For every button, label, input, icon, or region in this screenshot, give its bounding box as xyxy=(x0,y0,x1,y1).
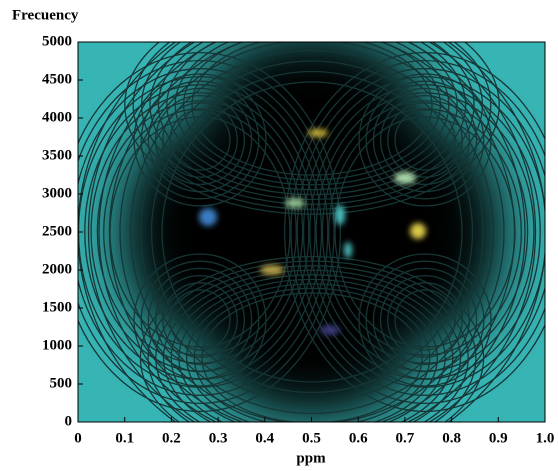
x-tick-label: 0.7 xyxy=(396,430,415,446)
x-tick-label: 0.5 xyxy=(302,430,321,446)
y-tick-label: 2500 xyxy=(42,223,72,239)
y-tick-label: 1000 xyxy=(42,337,72,353)
x-tick-label: 0 xyxy=(74,430,82,446)
x-tick-label: 0.3 xyxy=(209,430,228,446)
y-tick-label: 4000 xyxy=(42,109,72,125)
x-axis-label: ppm xyxy=(296,450,326,466)
y-tick-label: 2000 xyxy=(42,261,72,277)
x-tick-label: 1.0 xyxy=(536,430,555,446)
y-tick-label: 3000 xyxy=(42,185,72,201)
x-tick-label: 0.2 xyxy=(162,430,181,446)
chart: Frecuency ppm 0 0.1 0.2 0.3 0.4 0.5 0.6 0.7 0.8 0… xyxy=(0,0,558,471)
y-tick-label: 5000 xyxy=(42,33,72,49)
y-tick-label: 1500 xyxy=(42,299,72,315)
y-tick-label: 4500 xyxy=(42,71,72,87)
y-tick-label: 3500 xyxy=(42,147,72,163)
x-tick-label: 0.1 xyxy=(115,430,134,446)
y-tick-label: 0 xyxy=(65,413,73,429)
x-tick-label: 0.6 xyxy=(349,430,368,446)
x-tick-label: 0.4 xyxy=(255,430,274,446)
y-axis-label: Frecuency xyxy=(12,7,79,23)
y-tick-label: 500 xyxy=(50,375,73,391)
x-tick-label: 0.8 xyxy=(442,430,461,446)
x-tick-label: 0.9 xyxy=(489,430,508,446)
